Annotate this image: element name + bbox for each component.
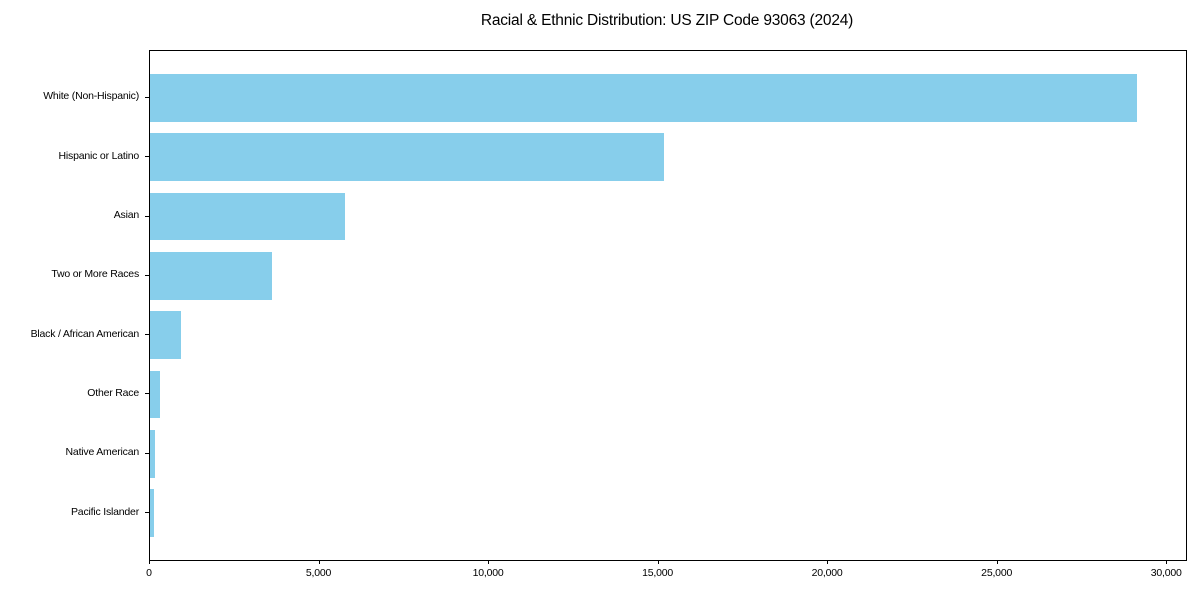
y-axis-label: Other Race	[87, 386, 139, 399]
bar	[150, 252, 273, 300]
x-tick-label: 20,000	[811, 567, 843, 579]
bar	[150, 192, 345, 241]
bar	[150, 133, 664, 181]
y-axis-label: Black / African American	[30, 327, 140, 340]
y-tick-mark	[145, 156, 149, 158]
x-tick-mark	[149, 560, 150, 564]
plot-area	[149, 50, 1187, 561]
x-tick-label: 25,000	[981, 567, 1013, 579]
y-axis-label: Asian	[113, 209, 139, 221]
chart-title: Racial & Ethnic Distribution: US ZIP Cod…	[480, 12, 854, 29]
bar	[150, 311, 181, 359]
y-axis-label: Native American	[65, 446, 140, 459]
x-tick-label: 30,000	[1150, 567, 1182, 579]
y-tick-mark	[145, 334, 149, 336]
x-tick-label: 0	[146, 567, 152, 579]
y-axis-label: Two or More Races	[51, 268, 139, 281]
y-tick-mark	[145, 274, 149, 276]
y-axis-label: Hispanic or Latino	[58, 149, 140, 162]
x-tick-mark	[1166, 560, 1168, 564]
y-tick-mark	[145, 215, 149, 217]
x-tick-mark	[657, 560, 659, 564]
y-axis-label: White (Non-Hispanic)	[43, 90, 139, 103]
bar	[150, 370, 161, 419]
x-tick-mark	[827, 560, 829, 564]
x-tick-mark	[996, 560, 998, 564]
y-tick-mark	[145, 512, 149, 514]
x-tick-label: 15,000	[642, 567, 674, 579]
y-tick-mark	[145, 393, 149, 395]
x-tick-mark	[488, 560, 490, 564]
x-tick-label: 10,000	[472, 567, 504, 579]
bar	[150, 489, 154, 537]
y-tick-mark	[145, 452, 149, 454]
x-tick-label: 5,000	[305, 567, 332, 579]
bar	[150, 430, 155, 478]
x-tick-mark	[318, 560, 320, 564]
bar	[150, 74, 1137, 122]
y-tick-mark	[145, 96, 149, 98]
y-axis-label: Pacific Islander	[71, 505, 139, 518]
